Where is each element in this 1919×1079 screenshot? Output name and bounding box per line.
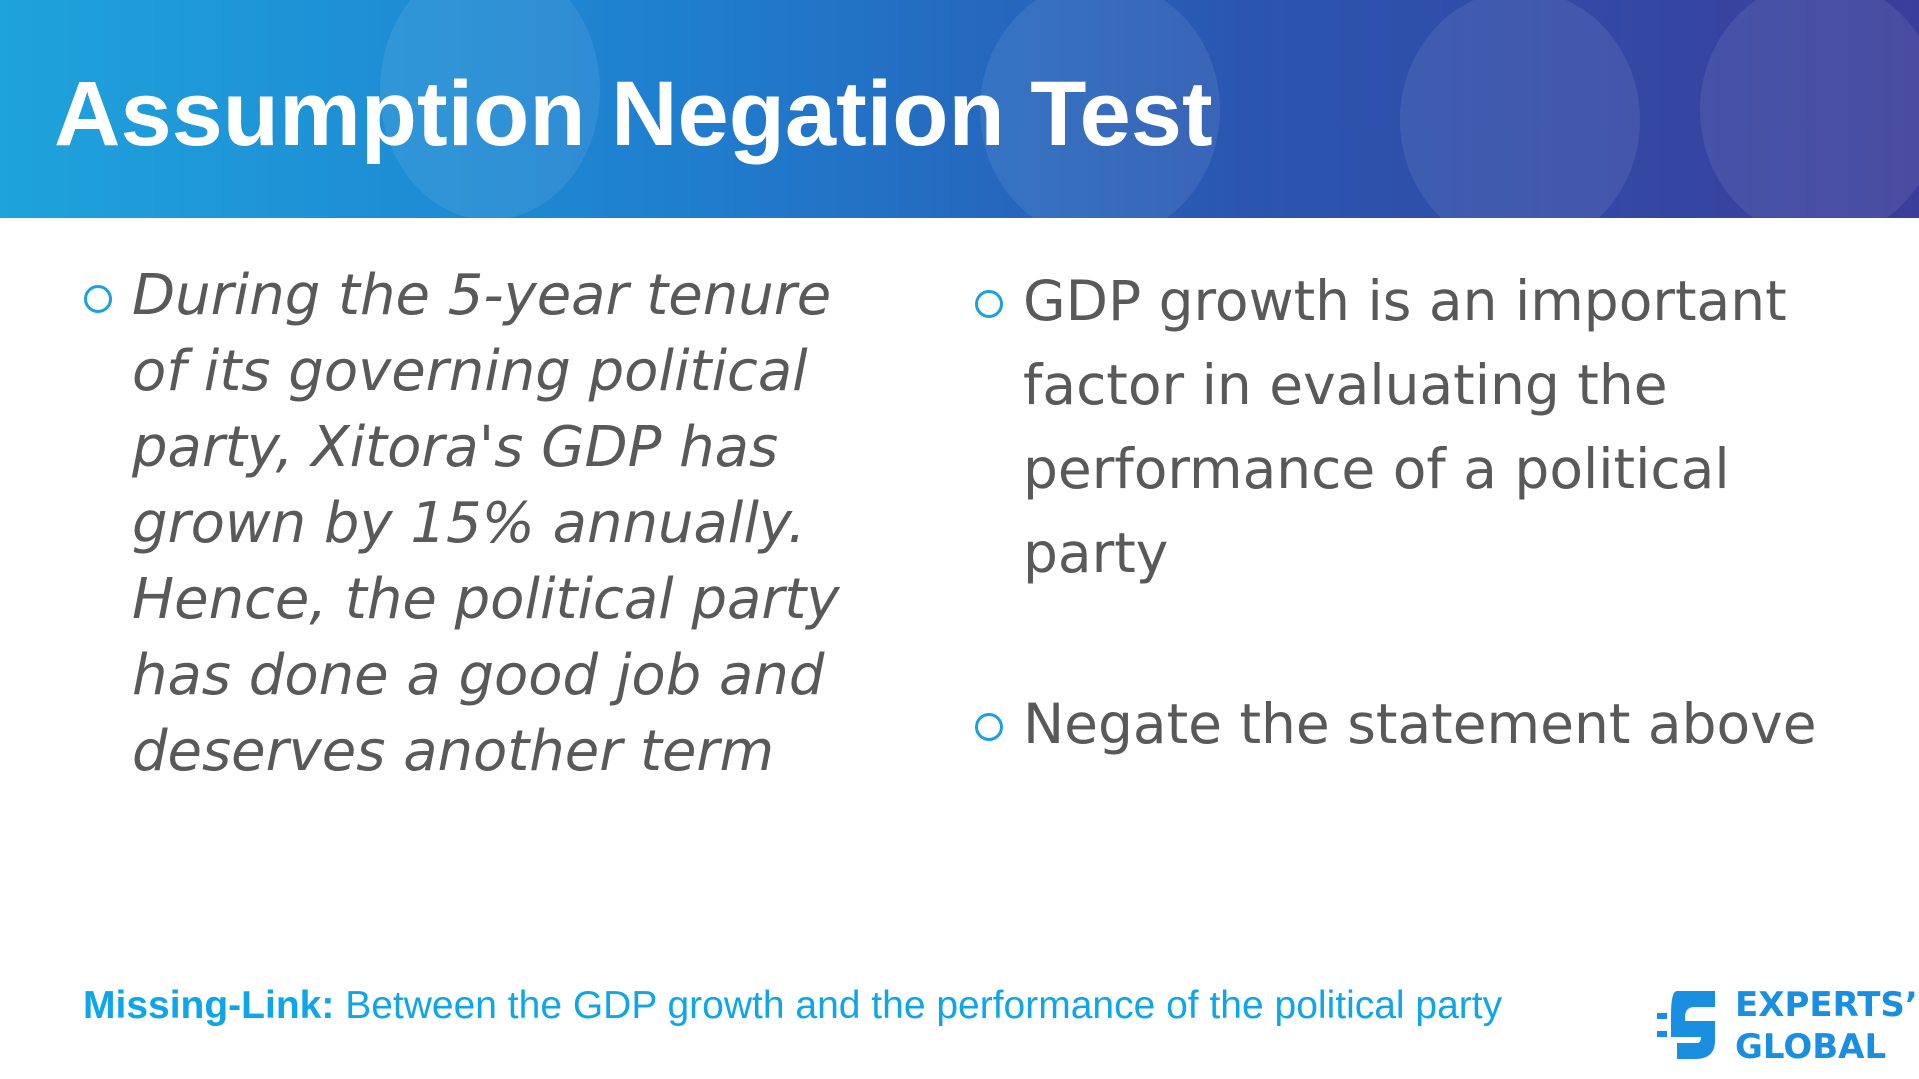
header-banner: Assumption Negation Test	[0, 0, 1919, 218]
premise-text: During the 5-year tenure of its governin…	[132, 263, 840, 784]
footer-text: Between the GDP growth and the performan…	[345, 984, 1503, 1027]
logo-icon	[1657, 991, 1715, 1059]
slide-title: Assumption Negation Test	[54, 63, 1213, 165]
photo-shape	[1400, 0, 1640, 218]
footer-label: Missing-Link:	[83, 984, 335, 1027]
bullet-marker	[84, 285, 112, 313]
logo-text: EXPERTS’	[1735, 985, 1918, 1025]
bullet-marker	[975, 290, 1003, 318]
photo-shape	[380, 0, 600, 218]
logo-dash	[1657, 1031, 1667, 1037]
photo-shape	[980, 0, 1220, 218]
instruction-text: Negate the statement above	[1023, 692, 1817, 756]
photo-shape	[1700, 0, 1919, 218]
logo-shape	[1671, 991, 1715, 1059]
logo-dash	[1657, 1013, 1667, 1019]
logo-text: GLOBAL	[1735, 1027, 1887, 1067]
footer-note: Missing-Link: Between the GDP growth and…	[83, 984, 1502, 1028]
bullet-marker	[975, 713, 1003, 741]
assumption-text: GDP growth is an important factor in eva…	[1023, 269, 1787, 585]
